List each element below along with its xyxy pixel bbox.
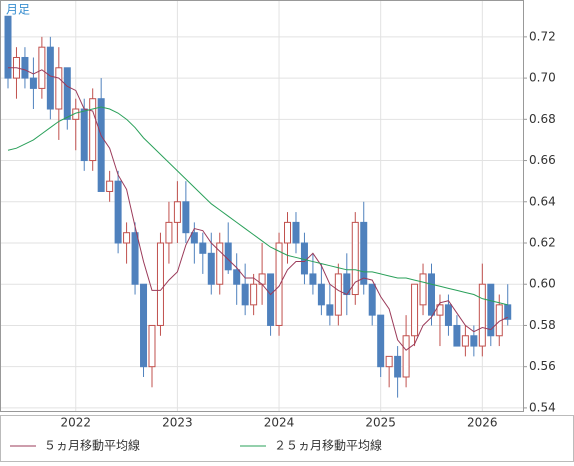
candle-body [360,221,368,285]
y-tick-label: 0.54 [529,400,556,414]
candle-body [504,304,512,320]
candle-body [411,283,419,337]
candle-body [292,221,300,244]
candle-body [470,335,478,347]
legend-label: ５ヵ月移動平均線 [44,438,140,453]
candle-body [148,324,156,368]
candle-body [402,335,410,378]
y-tick-label: 0.68 [529,112,556,126]
candle-body [436,304,444,316]
candle-body [207,252,215,285]
candle-body [173,201,181,223]
candle-body [63,67,71,120]
candle-body [300,242,308,275]
candle-body [487,283,495,337]
y-tick-label: 0.60 [529,277,556,291]
candle-body [190,232,198,244]
y-tick-label: 0.72 [529,29,556,43]
candle-body [224,242,232,271]
candle-body [123,232,131,244]
candle-body [29,77,37,89]
candle-body [216,242,224,285]
candle-body [385,355,393,368]
candle-body [55,67,63,110]
candle-body [478,283,486,347]
candle-body [46,46,54,110]
candle-body [309,273,317,285]
candle-body [444,304,452,326]
candle-body [334,273,342,316]
candle-body [199,242,207,254]
x-tick-label: 2026 [467,416,498,430]
y-tick-label: 0.66 [529,153,556,167]
candle-body [241,283,249,306]
legend-label: ２５ヵ月移動平均線 [274,438,382,453]
candle-body [21,56,29,79]
candle-body [267,273,275,326]
x-tick-label: 2024 [264,416,295,430]
x-tick-label: 2022 [60,416,91,430]
x-tick-label: 2023 [162,416,193,430]
candle-body [106,180,114,192]
candle-body [114,180,122,244]
x-tick-label: 2025 [365,416,396,430]
candle-body [461,335,469,347]
candle-body [250,283,258,306]
candle-body [428,273,435,316]
candle-body [453,324,461,347]
candle-body [368,283,376,316]
moving-average-line [8,67,508,351]
candle-body [156,242,164,326]
candle-body [80,108,88,162]
y-tick-label: 0.64 [529,194,556,208]
candle-body [317,283,325,306]
y-tick-label: 0.70 [529,71,556,85]
candle-body [394,355,402,378]
y-tick-label: 0.56 [529,359,556,373]
candle-body [326,304,334,316]
chart-title: 月足 [6,3,30,17]
candle-body [275,242,283,326]
candle-body [284,221,292,244]
plot-area [0,0,524,412]
candle-body [4,15,12,79]
candle-body [38,46,46,89]
y-tick-label: 0.58 [529,318,556,332]
candle-body [140,283,148,368]
candle-body [377,314,385,368]
candle-body [97,98,105,192]
candle-body [233,269,241,285]
moving-average-line [7,106,508,306]
candle-body [419,273,427,306]
candle-body [165,221,173,244]
candle-body [131,232,139,285]
legend-box [0,415,574,462]
y-tick-label: 0.62 [529,236,556,250]
candle-body [89,98,97,162]
candle-body [351,221,359,296]
candle-body [182,201,190,234]
